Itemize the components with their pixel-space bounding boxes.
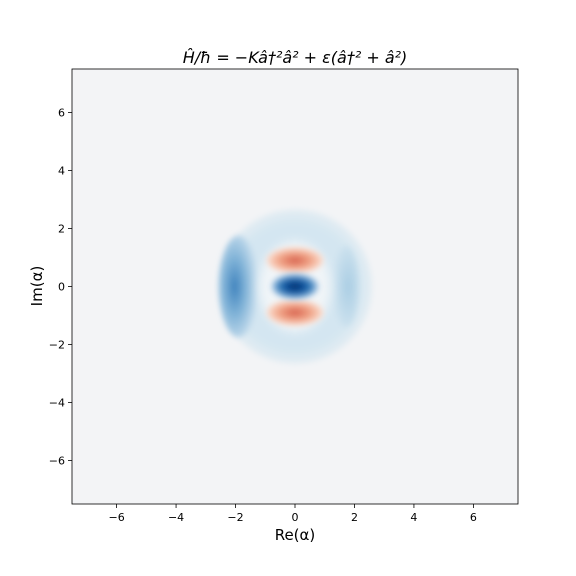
y-tick-label: −4 xyxy=(49,397,65,410)
y-tick-label: 2 xyxy=(58,223,65,236)
y-tick-label: −2 xyxy=(49,339,65,352)
x-tick-label: 6 xyxy=(470,511,477,524)
y-tick-label: 0 xyxy=(58,281,65,294)
x-tick-label: −2 xyxy=(227,511,243,524)
y-axis-ticks: −6 −4 −2 0 2 4 6 xyxy=(49,107,72,468)
x-tick-label: −6 xyxy=(108,511,124,524)
x-tick-label: 4 xyxy=(410,511,417,524)
chart-title: Ĥ/ħ = −Kâ†²â² + ε(â†² + â²) xyxy=(183,48,408,67)
central-blue-lobe xyxy=(271,273,319,300)
x-tick-label: −4 xyxy=(168,511,184,524)
y-tick-label: 4 xyxy=(58,165,65,178)
y-axis-label: Im(α) xyxy=(28,266,46,307)
y-tick-label: 6 xyxy=(58,107,65,120)
left-blue-crescent xyxy=(219,235,258,338)
right-blue-crescent xyxy=(332,245,359,328)
x-axis-ticks: −6 −4 −2 0 2 4 6 xyxy=(108,504,477,524)
upper-red-lobe xyxy=(266,247,324,274)
x-axis-label: Re(α) xyxy=(275,526,316,544)
x-tick-label: 0 xyxy=(292,511,299,524)
heatmap-layer xyxy=(217,209,373,364)
y-tick-label: −6 xyxy=(49,455,65,468)
x-tick-label: 2 xyxy=(351,511,358,524)
lower-red-lobe xyxy=(266,299,324,326)
